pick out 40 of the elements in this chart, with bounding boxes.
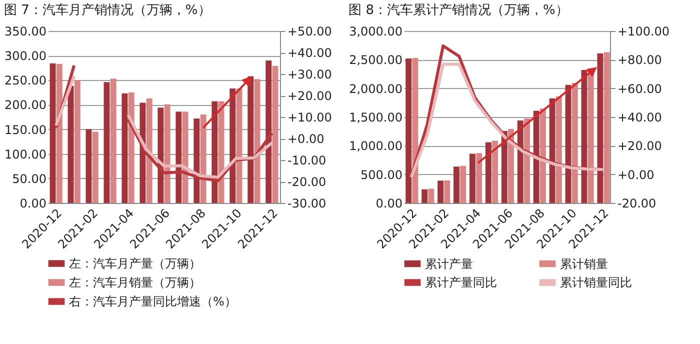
y-tick-label: 2,000.00 [349,82,402,96]
y2-tick-label: +40.00 [288,46,332,60]
y2-tick-label: -20.00 [618,196,656,210]
legend-label: 左：汽车月产量（万辆） [69,256,201,270]
y2-tick-label: +10.00 [288,110,332,124]
chart-title: 图 7：汽车月产销情况（万辆，%） [4,3,211,18]
y-tick-label: 500.00 [360,168,402,182]
y2-tick-label: +20.00 [288,89,332,103]
y-tick-label: 3,000.00 [349,24,402,38]
y2-tick-label: +0.00 [618,168,654,182]
y2-tick-label: +100.00 [618,24,670,38]
y-tick-label: 0.00 [376,196,402,210]
y2-tick-label: +60.00 [618,82,662,96]
legend-label: 累计产量 [425,256,473,271]
y2-tick-label: +50.00 [288,24,332,38]
y-tick-label: 350.00 [4,24,46,38]
y-tick-label: 200.00 [4,98,46,112]
y-tick-label: 150.00 [4,122,46,137]
y-tick-label: 300.00 [4,49,46,64]
y2-tick-label: -20.00 [288,175,326,189]
y-tick-label: 100.00 [4,147,46,162]
y2-tick-label: +0.00 [288,132,324,146]
y2-tick-label: +30.00 [288,68,332,82]
legend-label: 累计产量同比 [425,276,497,290]
legend-label: 累计销量同比 [560,276,632,290]
y-tick-label: 2,500.00 [349,53,402,68]
y-tick-label: 1,000.00 [349,139,402,154]
y2-tick-label: +80.00 [618,53,662,68]
y2-tick-label: +40.00 [618,110,662,124]
y-tick-label: 0.00 [20,196,46,210]
y-tick-label: 250.00 [4,74,46,88]
y-tick-label: 50.00 [12,172,46,186]
legend-label: 右：汽车月产量同比增速（%） [69,294,236,308]
legend-label: 累计销量 [560,256,608,271]
legend-label: 左：汽车月销量（万辆） [69,276,201,290]
y2-tick-label: +20.00 [618,139,662,154]
y2-tick-label: -10.00 [288,154,326,168]
y-tick-label: 1,500.00 [349,110,402,124]
chart-title: 图 8：汽车累计产销情况（万辆，%） [348,3,568,18]
y2-tick-label: -30.00 [288,196,326,210]
